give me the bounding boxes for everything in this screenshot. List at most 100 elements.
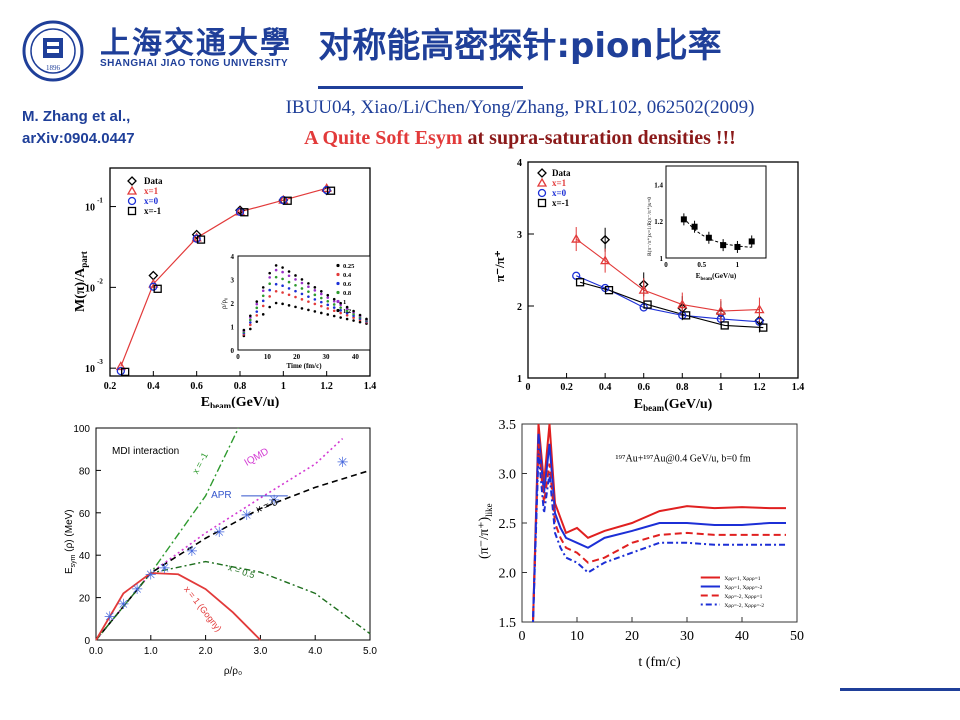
chart1-point [283,196,292,205]
chart2-inset-ytick-label: 1.4 [654,181,663,189]
chart1-inset-point [274,268,278,272]
chart1-inset-point [345,314,349,317]
chart2-ytick-label: 3 [517,230,522,241]
chart1-inset-point [249,318,252,322]
conclusion-highlight: A Quite Soft Esym [304,127,463,149]
reference-line: IBUU04, Xiao/Li/Chen/Yong/Zhang, PRL102,… [285,97,755,118]
chart1-inset-point [287,304,291,307]
chart1-xtick-label: 1.4 [364,381,377,392]
chart1-point [153,284,162,293]
chart3-ytick-label: 0 [84,636,90,647]
sjtu-logo-emblem: 1896 [22,20,84,82]
chart1-inset-point [268,271,271,275]
chart1-inset-point [320,311,323,315]
chart2-point [638,284,649,294]
chart2-xtick-label: 0 [526,382,531,393]
chart1-legend-label: x=-1 [144,206,162,216]
chart1-inset-point [255,300,259,303]
chart1-xlabel-main: E [201,395,210,408]
chart1-inset-point [274,282,278,286]
chart3-ytick-label: 100 [73,424,90,435]
chart1-point [279,196,288,205]
chart1-ytick-exp: -1 [97,197,103,205]
chart3-annotation-model: MDI interaction [112,446,179,457]
chart1-inset-point [281,284,284,287]
chart2-series-line [575,238,760,312]
logo-chinese-name: 上海交通大學 [100,26,292,61]
chart1-point [326,186,336,195]
chart2-point [575,278,585,287]
chart2-point [604,286,614,295]
chart1-inset-point [326,313,330,316]
chart2-legend-marker [537,188,547,198]
chart3-apr-point: ✳ [145,566,157,582]
chart2-inset-xlabel-main: E [696,272,701,280]
chart1-inset-frame [237,255,371,351]
chart2-inset-xlabel: Ebeam(GeV/u) [696,272,737,282]
chart3-xtick-label: 0.0 [89,646,103,657]
chart1-point [116,366,125,376]
chart1-point [149,282,158,291]
chart1-point [192,234,201,243]
chart1-inset-point [307,308,310,312]
chart1-inset-point [365,317,368,321]
chart1-inset-point [294,289,297,293]
chart1-inset-point [294,283,297,287]
chart4-legend-label: Xρρ=1, Xρρρ=1 [724,576,760,582]
chart2-xlabel-rest: (GeV/u) [664,397,713,412]
chart1-inset-legend-marker [336,308,340,313]
author-line2: arXiv:0904.0447 [22,130,135,147]
chart1-inset-point [313,298,317,301]
chart1-inset-point [345,317,349,321]
chart3-series-line [95,438,344,641]
chart2-point [759,323,768,332]
chart3-series-line [95,560,371,641]
chart1-inset-point [268,288,271,292]
chart1-inset-point [352,312,355,316]
chart4-xtick-label: 40 [735,629,749,644]
chart3-ytick-label: 40 [79,551,91,562]
chart2-point [677,299,688,309]
chart2-ytick-label: 4 [517,158,522,169]
chart1-inset-legend-label: 1 [343,299,346,306]
chart1-inset-point [261,304,265,308]
chart1-inset-legend-label: 0.25 [343,263,355,270]
chart1-ytick-base: 10 [85,283,95,294]
chart3-ylabel-sub: sym [70,554,77,567]
chart2-xtick-label: 0.6 [637,382,650,393]
chart1-point [191,232,202,242]
chart3-annotation-xneg1: x = -1 [190,451,210,476]
chart1-point [148,270,159,281]
chart4-ytick-label: 2.0 [499,567,517,582]
chart1-inset-ytick-label: 2 [231,300,235,308]
chart1-point [196,235,206,244]
chart1-inset-point [332,306,336,309]
chart1-inset-point [242,328,246,332]
chart1-inset-point [261,299,265,303]
chart1-inset-point [281,291,284,294]
chart1-xtick-label: 0.6 [190,381,203,392]
chart-time-evolution: 0 10 20 30 40 50 1.5 2.0 2.5 3.0 3.5 t (fm/c) (π⁻/π⁺… [477,418,804,670]
chart2-legend-marker [537,198,547,208]
chart2-inset-point [748,238,755,245]
chart2-inset-xtick-label: 0.5 [697,261,706,269]
chart1-legend-marker [126,185,138,195]
chart1-inset-point [294,295,297,299]
chart1-inset-point [358,320,362,324]
chart4-ytick-label: 1.5 [499,616,517,631]
chart2-xtick-label: 0.4 [599,382,612,393]
chart3-annotation-x05: x = 0.5 [227,562,256,580]
chart2-legend-marker [536,177,548,187]
chart1-inset-ytick-label: 3 [231,277,235,285]
chart1-inset-point [320,304,323,308]
chart2-inset-ylabel: R(π⁻/π⁺)x=1/R(π⁻/π⁺)x=0 [646,197,653,256]
chart1-inset-legend-label: 0.6 [343,281,352,288]
chart1-point [115,361,126,371]
chart2-inset-point [720,242,727,249]
chart2-point [715,305,726,315]
chart1-inset-point [339,316,342,319]
chart3-frame [95,427,371,641]
chart1-inset-ytick-label: 0 [231,347,235,355]
chart1-inset-point [326,293,330,297]
chart-pion-ratio: 0 0.2 0.4 0.6 0.8 1 1.2 1.41234Ebeam(GeV/u)π⁻/π… [492,158,804,412]
